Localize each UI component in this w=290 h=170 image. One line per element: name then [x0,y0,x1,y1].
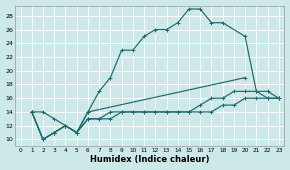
X-axis label: Humidex (Indice chaleur): Humidex (Indice chaleur) [90,155,209,164]
